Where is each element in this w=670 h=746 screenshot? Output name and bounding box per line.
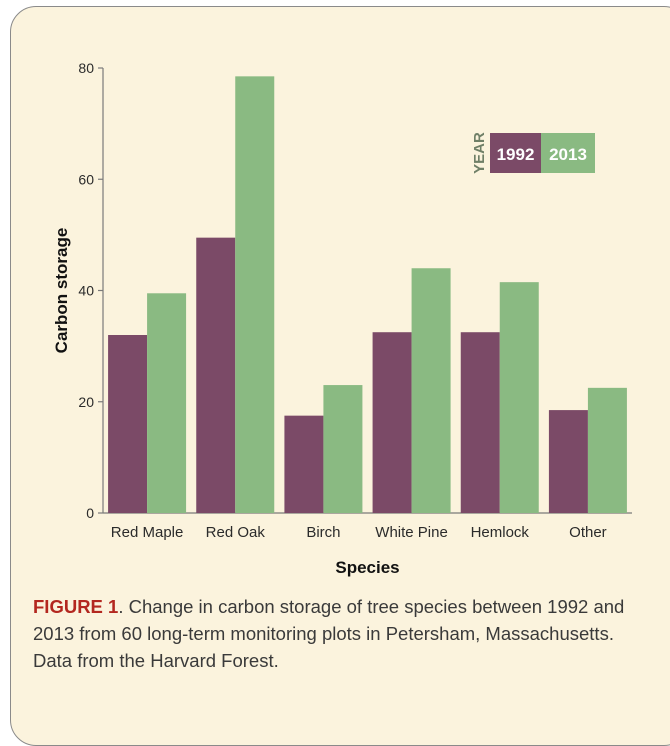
bar-1992-birch <box>284 415 324 513</box>
bar-2013-birch <box>323 385 363 513</box>
y-tick-label: 20 <box>78 394 94 410</box>
bar-2013-red-oak <box>235 76 275 513</box>
x-tick-label: Red Oak <box>206 524 266 541</box>
y-axis-title: Carbon storage <box>52 228 71 354</box>
bar-1992-red-oak <box>196 237 236 513</box>
x-tick-label: Hemlock <box>471 524 530 541</box>
bar-2013-white-pine <box>411 268 451 513</box>
legend-swatch-2013 <box>541 133 595 173</box>
chart-axes <box>98 67 632 514</box>
bar-2013-hemlock <box>499 282 539 513</box>
figure-caption: FIGURE 1. Change in carbon storage of tr… <box>33 593 653 674</box>
caption-text: . Change in carbon storage of tree speci… <box>33 596 625 671</box>
x-tick-label: Other <box>569 524 607 541</box>
legend-title: YEAR <box>471 132 488 174</box>
x-tick-label: White Pine <box>375 524 448 541</box>
bar-1992-hemlock <box>460 332 500 513</box>
bar-2013-red-maple <box>147 293 187 513</box>
x-tick-label: Birch <box>306 524 340 541</box>
figure-label: FIGURE 1 <box>33 596 119 617</box>
legend: YEAR 1992 2013 <box>471 132 595 174</box>
bar-chart: Red Maple Red Oak Birch White Pine Hemlock Ot… <box>52 60 632 577</box>
legend-label-2013: 2013 <box>549 145 587 164</box>
x-tick-labels: Red Maple Red Oak Birch White Pine Hemlock Ot… <box>111 524 607 541</box>
y-tick-label: 60 <box>78 171 94 187</box>
y-tick-label: 80 <box>78 60 94 76</box>
legend-swatch-1992 <box>490 133 541 173</box>
chart-bars <box>108 76 627 513</box>
bar-1992-other <box>548 410 588 513</box>
x-tick-label: Red Maple <box>111 524 184 541</box>
bar-1992-red-maple <box>108 335 148 513</box>
y-tick-label: 40 <box>78 283 94 299</box>
y-tick-label: 0 <box>86 505 94 521</box>
y-tick-labels: 0 20 40 60 80 <box>78 60 94 521</box>
x-axis-title: Species <box>335 558 399 577</box>
bar-2013-other <box>587 387 627 513</box>
bar-1992-white-pine <box>372 332 412 513</box>
legend-label-1992: 1992 <box>497 145 535 164</box>
